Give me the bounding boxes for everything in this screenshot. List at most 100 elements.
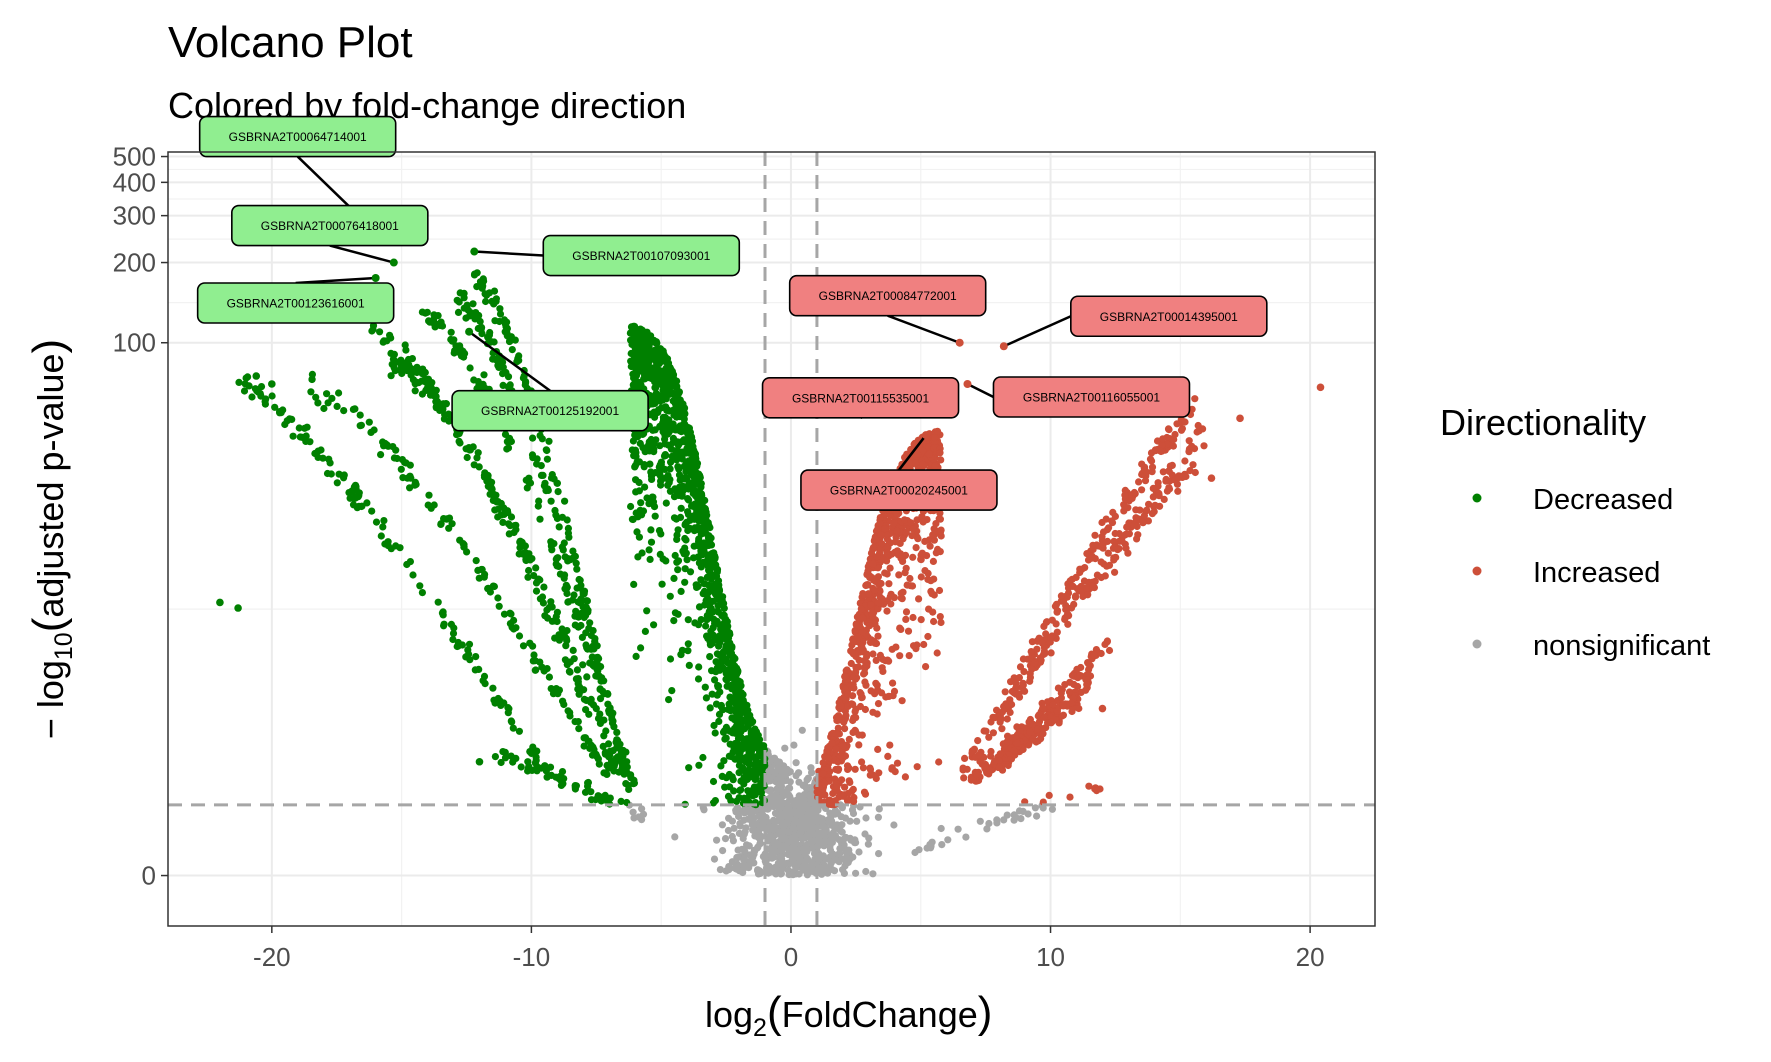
data-point	[1163, 440, 1171, 448]
data-point	[1160, 495, 1168, 503]
data-point	[1135, 478, 1143, 486]
data-point	[796, 856, 804, 864]
data-point	[908, 532, 916, 540]
data-point	[661, 451, 669, 459]
callout-leader	[966, 382, 995, 399]
data-point	[974, 737, 982, 745]
data-point	[401, 458, 409, 466]
data-point	[582, 629, 590, 637]
data-point	[589, 627, 597, 635]
data-point	[1029, 735, 1037, 743]
data-point	[754, 743, 762, 751]
data-point	[558, 543, 566, 551]
data-point	[474, 449, 482, 457]
data-point	[849, 728, 857, 737]
data-point	[614, 744, 622, 752]
data-point	[770, 839, 778, 847]
data-point	[690, 554, 698, 562]
data-point	[281, 420, 289, 429]
data-point	[547, 497, 555, 505]
data-point	[839, 866, 847, 874]
data-point	[902, 615, 910, 624]
data-point	[924, 632, 932, 641]
data-point	[654, 354, 662, 362]
data-point	[1076, 671, 1084, 680]
data-point	[562, 634, 571, 643]
data-point	[728, 832, 736, 841]
data-point	[879, 667, 887, 676]
data-point	[483, 291, 491, 299]
data-point	[756, 867, 764, 875]
data-point	[701, 519, 709, 527]
data-point	[666, 655, 675, 663]
data-point	[909, 613, 917, 622]
data-point	[769, 793, 777, 801]
data-point	[1148, 457, 1156, 465]
data-point	[665, 696, 673, 704]
data-point	[543, 773, 551, 781]
data-point	[849, 638, 858, 646]
data-point	[864, 590, 873, 598]
callout-label: GSBRNA2T00107093001	[572, 249, 710, 263]
labeled-point	[999, 342, 1008, 351]
data-point	[1111, 568, 1119, 576]
data-point	[726, 693, 734, 701]
data-point	[686, 516, 694, 524]
data-point	[515, 632, 524, 640]
data-point	[494, 513, 502, 521]
data-point	[700, 806, 708, 814]
callout-label: GSBRNA2T00076418001	[261, 219, 399, 233]
data-point	[506, 609, 514, 617]
data-point	[662, 557, 670, 565]
data-point	[911, 848, 919, 857]
data-point	[860, 670, 868, 678]
data-point	[818, 870, 826, 878]
data-point	[411, 478, 419, 486]
data-point	[776, 766, 785, 775]
data-point	[268, 392, 276, 400]
data-point	[783, 765, 791, 774]
data-point	[632, 476, 640, 484]
data-point	[791, 816, 799, 824]
data-point	[841, 783, 849, 791]
data-point	[629, 322, 638, 330]
data-point	[261, 400, 269, 408]
data-point	[463, 301, 471, 309]
callout-leader	[329, 244, 395, 264]
data-point	[701, 496, 709, 504]
data-point	[591, 638, 599, 646]
data-point	[453, 642, 461, 651]
labeled-point	[963, 379, 972, 388]
data-point	[1165, 426, 1173, 434]
data-point	[491, 753, 499, 761]
data-point	[320, 404, 328, 413]
data-point	[606, 705, 614, 714]
data-point	[690, 542, 698, 550]
data-point	[792, 846, 800, 854]
data-point	[646, 460, 654, 468]
data-point	[885, 692, 893, 701]
data-point	[695, 535, 703, 543]
data-point	[686, 568, 695, 576]
data-point	[1104, 549, 1112, 557]
data-point	[627, 357, 635, 365]
data-point	[852, 621, 861, 629]
y-tick-label: 300	[113, 201, 156, 231]
data-point	[617, 797, 625, 806]
data-point	[443, 515, 451, 523]
data-point	[664, 368, 673, 376]
data-point	[771, 769, 779, 777]
data-point	[671, 378, 679, 386]
data-point	[844, 690, 852, 698]
data-point	[704, 581, 712, 589]
data-point	[670, 617, 678, 625]
data-point	[1043, 698, 1052, 706]
data-point	[575, 725, 583, 733]
data-point	[1016, 728, 1024, 736]
data-point	[829, 729, 837, 738]
data-point	[954, 825, 962, 833]
data-point	[386, 331, 394, 339]
data-point	[641, 375, 649, 383]
data-point	[674, 566, 682, 574]
